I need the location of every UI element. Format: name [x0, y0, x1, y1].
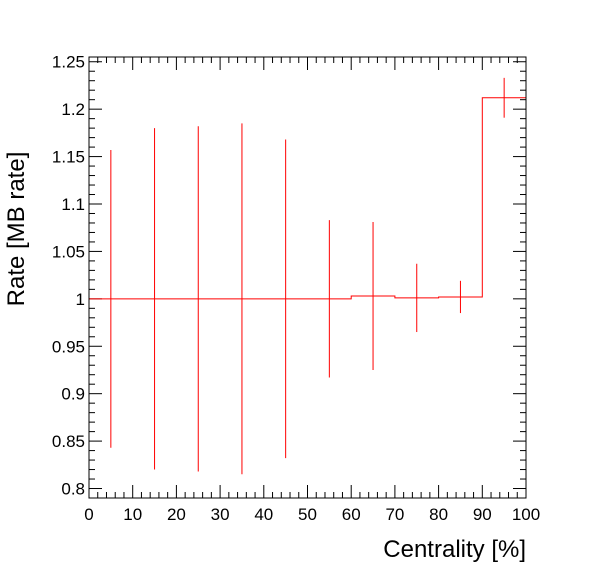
y-tick-label: 0.85 [52, 432, 85, 451]
y-tick-label: 0.95 [52, 337, 85, 356]
x-tick-label: 30 [211, 505, 230, 524]
y-tick-label: 0.9 [61, 385, 85, 404]
y-tick-label: 1.25 [52, 53, 85, 72]
x-axis-title: Centrality [%] [383, 536, 526, 563]
y-tick-label: 1.2 [61, 100, 85, 119]
x-tick-label: 0 [84, 505, 93, 524]
data-layer [89, 77, 526, 475]
x-tick-label: 60 [342, 505, 361, 524]
x-tick-label: 10 [123, 505, 142, 524]
y-tick-label: 0.8 [61, 480, 85, 499]
y-tick-label: 1.1 [61, 195, 85, 214]
tick-labels-layer: 0 10 20 30 40 50 60 70 80 90 100 0.8 0.85 0.9 0.95 1 1.0… [52, 53, 540, 524]
y-axis-title: Rate [MB rate] [3, 152, 30, 307]
x-tick-label: 80 [429, 505, 448, 524]
histogram-step-line [89, 97, 526, 300]
x-tick-label: 70 [385, 505, 404, 524]
y-tick-label: 1.15 [52, 148, 85, 167]
y-tick-label: 1 [76, 290, 85, 309]
x-tick-label: 40 [254, 505, 273, 524]
ticks-layer [88, 57, 527, 499]
plot-frame [88, 56, 527, 499]
y-tick-label: 1.05 [52, 242, 85, 261]
x-tick-label: 50 [298, 505, 317, 524]
x-tick-label: 100 [512, 505, 540, 524]
x-tick-label: 20 [167, 505, 186, 524]
x-tick-label: 90 [473, 505, 492, 524]
